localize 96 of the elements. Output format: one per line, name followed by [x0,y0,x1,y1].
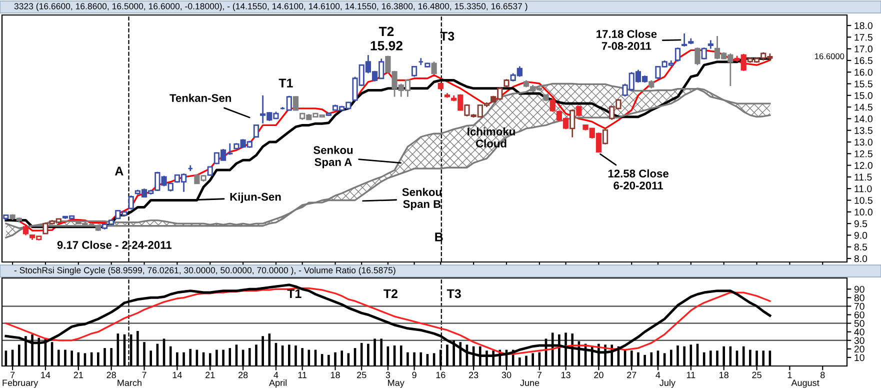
y-tick-label: 8.5 [854,244,868,250]
y-tick-label: 50 [854,320,864,327]
x-tick-label: 20 [594,372,604,378]
candlestick [682,32,688,48]
y-tick-label: 10.0 [854,208,872,216]
x-tick-label: 21 [74,372,83,378]
candlestick [602,128,608,146]
y-tick-label: 15.0 [854,92,872,100]
x-tick-label: 14 [172,372,182,378]
annotation: Senkou Span A [313,146,353,168]
candlestick [570,108,576,138]
x-tick-label: 23 [469,372,478,378]
y-tick-label: 17.0 [854,46,872,52]
x-tick-label: 28 [238,372,248,378]
y-tick-label: 14.5 [854,104,872,111]
x-tick-label: 7 [10,372,15,378]
x-tick-label: 7 [142,372,146,378]
x-tick-label: 27 [627,372,636,378]
y-tick-label: 13.0 [854,138,872,146]
annotation: T3 [446,289,461,298]
annotation: 12.58 Close 6-20-2011 [608,169,668,190]
text: April [269,379,286,388]
x-tick-label: 13 [561,372,570,378]
y-tick-label: 17.5 [854,34,872,41]
text: March [118,379,142,386]
text: June [520,380,540,386]
x-tick-label: 18 [330,372,340,378]
y-tick-label: 12.0 [854,162,872,169]
annotation: 9.17 Close - 2-24-2011 [57,240,172,249]
x-tick-label: 21 [206,372,215,378]
y-tick-label: 18.0 [854,22,872,30]
y-tick-label: 60 [854,311,864,318]
candlestick [431,60,437,76]
x-tick-label: 7 [537,372,542,378]
candlestick [286,95,292,112]
x-tick-label: 3 [386,372,390,378]
x-tick-label: 18 [720,372,728,378]
x-tick-label: 4 [656,372,660,378]
y-tick-label: 40 [854,328,864,336]
candlestick [253,124,260,138]
x-tick-label: 25 [752,372,762,378]
y-tick-label: 11.5 [854,174,872,181]
y-tick-label: 10.5 [854,196,872,204]
text: May [388,380,404,388]
x-tick-label: 1 [788,372,792,378]
y-tick-label: 20 [854,346,864,353]
y-tick-label: 16.5 [854,57,872,64]
y-tick-label: 15.5 [854,80,872,88]
y-tick-label: 16.0 [854,68,872,76]
y-tick-label: 9.0 [854,232,868,239]
annotation: Senkou Span B [402,188,442,210]
annotation: T2 15.92 [370,26,402,50]
y-tick-label: 8.0 [854,255,868,262]
annotation: 16.6000 [814,53,844,60]
annotation: T1 [278,78,293,88]
candlestick [550,98,556,112]
candlestick [292,96,299,112]
chart-title: - StochRsi Single Cycle (58.9599, 76.0261, 30.0000, 50.0000, 70.0000 ), - Volume Ratio (16.5875) [14,266,396,276]
x-tick-label: 16 [436,372,446,378]
candlestick [701,46,707,60]
x-tick-label: 9 [412,372,416,378]
x-tick-label: 4 [274,372,278,378]
y-tick-label: 80 [854,294,864,302]
annotation: Tenkan-Sen [170,94,231,102]
annotation: 17.18 Close 7-08-2011 [596,30,657,50]
annotation: B [435,232,443,242]
annotation: Kijun-Sen [230,192,281,203]
y-tick-label: 13.5 [854,127,872,134]
x-tick-label: 14 [41,372,50,378]
x-tick-label: 30 [502,372,512,378]
candlestick [128,194,134,210]
x-tick-label: 8 [820,372,825,378]
candlestick [411,66,418,78]
y-tick-label: 14.0 [854,115,872,122]
annotation: T3 [440,32,454,41]
text: August [791,380,820,388]
annotation: T2 [384,289,398,298]
chart-title: 3323 (16.6600, 16.8600, 16.5000, 16.6000, -0.18000), - (14.1550, 14.6100, 14.6100, 14.1550, 16.3800, 16.4800, 15.3350, 16.6537 ) [14,2,528,12]
y-tick-label: 11.0 [854,185,872,192]
annotation: A [114,166,124,176]
candlestick [674,46,681,62]
x-tick-label: 28 [106,372,116,378]
text: July [660,379,676,388]
y-tick-label: 12.5 [854,150,872,158]
annotation: Ichimoku Cloud [468,127,515,148]
y-tick-label: 10 [854,354,864,362]
y-tick-label: 30 [854,337,864,344]
x-tick-label: 11 [298,372,307,378]
x-tick-label: 25 [357,372,366,378]
candlestick [694,46,700,66]
y-tick-label: 90 [854,286,864,293]
text: February [2,379,38,388]
x-tick-label: 11 [686,372,696,378]
y-tick-label: 9.5 [854,220,868,228]
annotation: T1 [287,289,302,298]
y-tick-label: 70 [854,302,864,310]
